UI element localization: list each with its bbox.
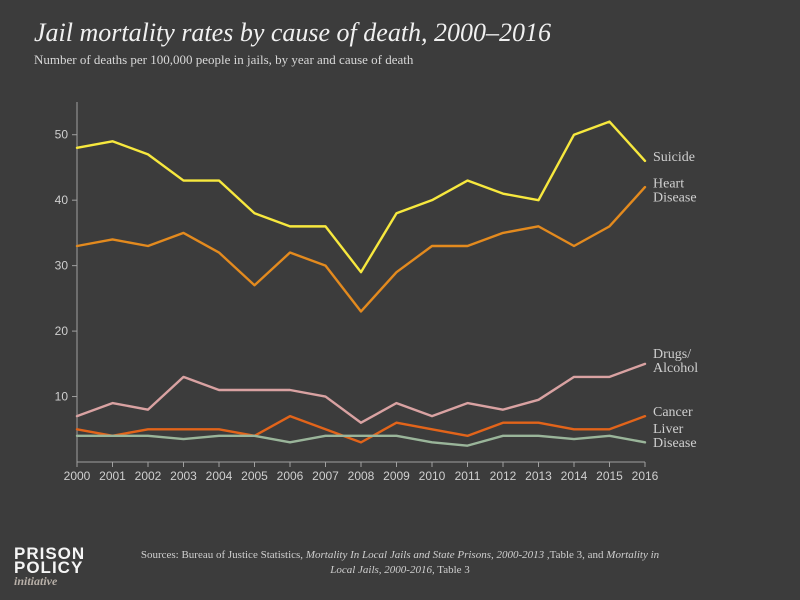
svg-text:20: 20 [55,324,69,338]
svg-text:10: 10 [55,390,69,404]
chart-source: Sources: Bureau of Justice Statistics, M… [0,548,800,578]
svg-text:Cancer: Cancer [653,405,693,420]
svg-text:2010: 2010 [419,469,446,483]
chart-subtitle: Number of deaths per 100,000 people in j… [0,52,800,68]
svg-text:30: 30 [55,259,69,273]
logo-initiative: initiative [14,576,85,586]
svg-text:Drugs/: Drugs/ [653,347,691,362]
svg-text:2011: 2011 [455,469,481,483]
svg-text:40: 40 [55,193,69,207]
line-chart: 10 20 30 40 50 2000 2001 2002 2003 2004 2005 2006 20… [45,92,725,492]
svg-text:2001: 2001 [99,469,126,483]
svg-text:2008: 2008 [348,469,375,483]
svg-text:2003: 2003 [170,469,197,483]
svg-text:2016: 2016 [632,469,659,483]
source-em1: Mortality In Local Jails and State Priso… [306,549,544,561]
svg-text:2004: 2004 [206,469,233,483]
svg-text:Suicide: Suicide [653,150,695,165]
svg-text:2007: 2007 [312,469,339,483]
svg-text:Disease: Disease [653,191,697,206]
svg-text:2012: 2012 [490,469,517,483]
source-prefix: Sources: Bureau of Justice Statistics, [141,549,306,561]
svg-text:50: 50 [55,128,69,142]
source-suffix: , Table 3 [432,564,470,576]
svg-text:Heart: Heart [653,177,684,192]
brand-logo: PRISON POLICY initiative [14,547,85,588]
svg-text:2013: 2013 [525,469,552,483]
svg-text:Alcohol: Alcohol [653,361,698,376]
svg-text:2005: 2005 [241,469,268,483]
source-mid: ,Table 3, and [544,549,606,561]
svg-text:2000: 2000 [64,469,91,483]
svg-text:2006: 2006 [277,469,304,483]
svg-text:Disease: Disease [653,436,697,451]
svg-text:2014: 2014 [561,469,588,483]
svg-text:Liver: Liver [653,422,684,437]
svg-text:2002: 2002 [135,469,162,483]
svg-text:2015: 2015 [596,469,623,483]
svg-text:2009: 2009 [383,469,410,483]
chart-title: Jail mortality rates by cause of death, … [0,0,800,52]
